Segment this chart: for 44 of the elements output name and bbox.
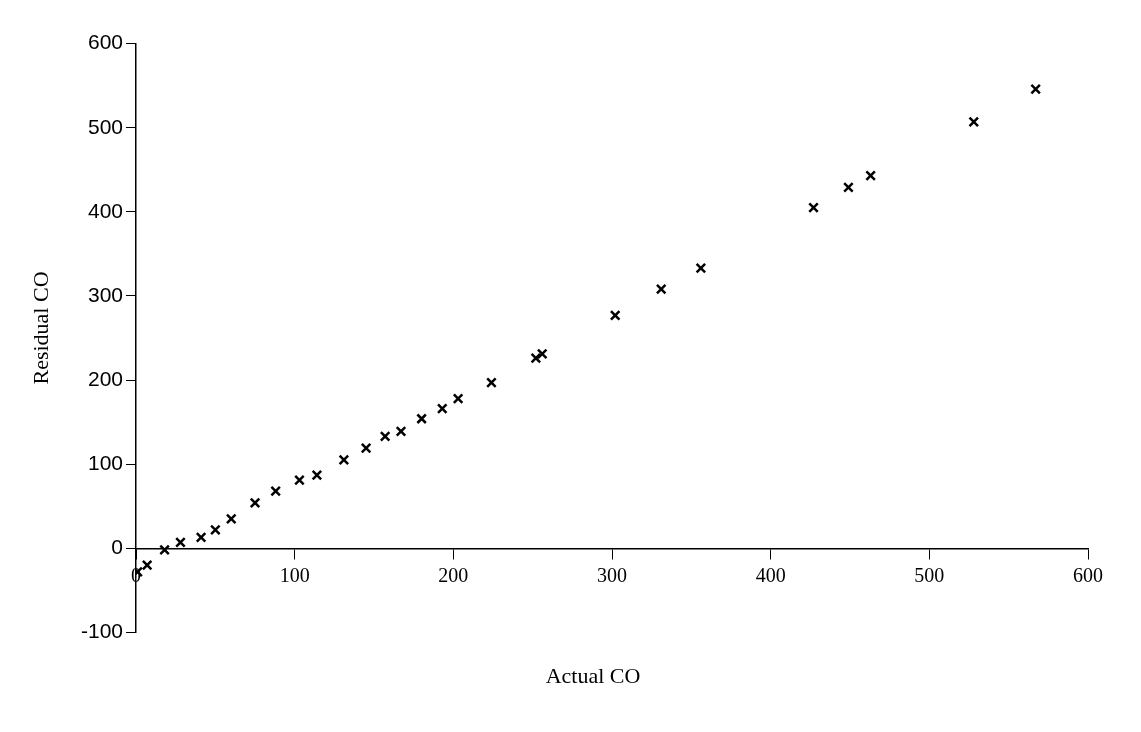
point — [842, 181, 854, 193]
point — [311, 469, 323, 481]
y-tick-label: 200 — [87, 366, 124, 390]
x-axis-title: Actual CO — [544, 663, 642, 689]
point — [174, 536, 186, 548]
point — [808, 202, 820, 214]
point — [865, 170, 877, 182]
point — [395, 425, 407, 437]
y-tick-label: -100 — [81, 619, 124, 643]
point — [338, 454, 350, 466]
x-tick-label: 100 — [279, 563, 310, 586]
point — [452, 393, 464, 405]
point — [249, 497, 261, 509]
y-tick-label: 600 — [87, 30, 124, 54]
y-tick-label: 400 — [87, 198, 124, 222]
point — [485, 377, 497, 389]
point — [1030, 83, 1042, 95]
x-tick-label: 500 — [914, 563, 945, 586]
point — [209, 524, 221, 536]
point — [159, 544, 171, 556]
point — [536, 348, 548, 360]
point — [293, 474, 305, 486]
point — [360, 442, 372, 454]
y-tick-label: 300 — [87, 282, 124, 306]
y-tick-label: 500 — [87, 114, 124, 138]
x-tick-label: 400 — [755, 563, 786, 586]
point — [609, 309, 621, 321]
x-tick-label: 300 — [597, 563, 628, 586]
y-axis-title: Residual CO — [28, 271, 54, 385]
point — [530, 352, 542, 364]
x-tick-label: 200 — [438, 563, 469, 586]
point — [436, 403, 448, 415]
point — [225, 513, 237, 525]
y-tick-label: 0 — [111, 535, 124, 559]
point — [379, 430, 391, 442]
point — [968, 116, 980, 128]
point — [695, 262, 707, 274]
x-tick-label: 600 — [1073, 563, 1103, 586]
point — [416, 413, 428, 425]
point — [141, 559, 153, 571]
point — [270, 485, 282, 497]
point — [655, 283, 667, 295]
y-tick-label: 100 — [87, 450, 124, 474]
point — [195, 531, 207, 543]
